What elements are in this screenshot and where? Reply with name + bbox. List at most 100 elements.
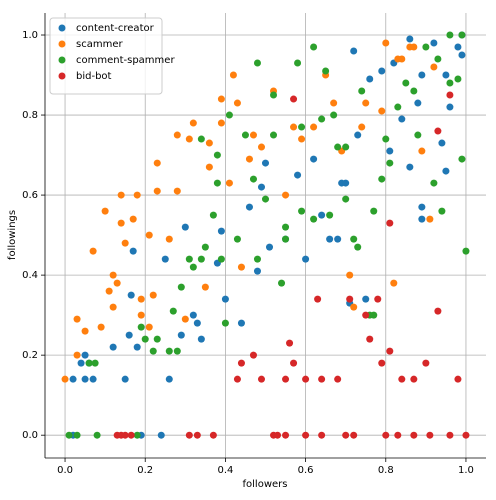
x-tick-label: 0.4 xyxy=(217,465,233,476)
y-tick-label: 0.8 xyxy=(22,110,38,121)
point xyxy=(282,223,290,231)
point xyxy=(274,431,282,439)
point xyxy=(201,283,209,291)
point xyxy=(458,51,466,59)
point xyxy=(302,431,310,439)
point xyxy=(386,159,394,167)
point xyxy=(438,207,446,215)
point xyxy=(270,91,278,99)
point xyxy=(65,431,73,439)
point xyxy=(197,335,205,343)
point xyxy=(262,195,269,203)
point xyxy=(177,283,185,291)
point xyxy=(209,431,217,439)
point xyxy=(173,131,181,139)
point xyxy=(278,279,286,287)
point xyxy=(205,139,213,147)
point xyxy=(253,255,261,263)
point xyxy=(394,103,402,111)
point xyxy=(189,119,197,127)
point xyxy=(270,131,278,139)
point xyxy=(266,243,274,251)
point xyxy=(422,359,430,367)
x-axis-label: followers xyxy=(243,479,288,490)
point xyxy=(290,95,298,103)
point xyxy=(366,75,374,83)
point xyxy=(89,375,97,383)
x-tick-label: 1.0 xyxy=(458,465,474,476)
point xyxy=(350,303,358,311)
point xyxy=(454,43,462,51)
point xyxy=(81,375,89,383)
point xyxy=(334,143,342,151)
point xyxy=(302,375,310,383)
point xyxy=(109,271,117,279)
point xyxy=(91,359,99,367)
point xyxy=(458,31,466,39)
point xyxy=(153,187,161,195)
point xyxy=(418,71,426,79)
point xyxy=(137,311,145,319)
point xyxy=(398,55,406,63)
points xyxy=(61,31,470,439)
point xyxy=(233,235,241,243)
point xyxy=(350,235,358,243)
point xyxy=(145,323,153,331)
x-tick-label: 0.0 xyxy=(57,465,73,476)
point xyxy=(310,43,318,51)
point xyxy=(406,35,414,43)
point xyxy=(262,159,269,167)
point xyxy=(229,71,237,79)
point xyxy=(378,67,386,75)
point xyxy=(127,291,135,299)
point xyxy=(290,359,298,367)
point xyxy=(81,351,89,359)
point xyxy=(386,347,394,355)
point xyxy=(245,155,253,163)
point xyxy=(342,195,350,203)
point xyxy=(462,247,470,255)
point xyxy=(193,431,201,439)
point xyxy=(458,155,466,163)
point xyxy=(430,179,438,187)
point xyxy=(117,219,125,227)
point xyxy=(282,431,290,439)
point xyxy=(245,203,253,211)
point xyxy=(362,99,370,107)
point xyxy=(217,95,225,103)
point xyxy=(145,231,153,239)
point xyxy=(430,63,438,71)
point xyxy=(378,107,386,115)
point xyxy=(121,375,129,383)
point xyxy=(141,335,149,343)
point xyxy=(153,159,161,167)
point xyxy=(378,359,386,367)
point xyxy=(237,319,245,327)
point xyxy=(422,43,430,51)
legend-label: content-creator xyxy=(76,23,155,34)
point xyxy=(350,47,358,55)
point xyxy=(81,327,89,335)
point xyxy=(446,103,454,111)
point xyxy=(386,219,394,227)
point xyxy=(185,431,193,439)
point xyxy=(426,431,434,439)
point xyxy=(181,315,189,323)
point xyxy=(185,255,193,263)
point xyxy=(109,343,117,351)
point xyxy=(346,295,354,303)
point xyxy=(430,39,438,47)
point xyxy=(354,131,362,139)
point xyxy=(185,135,193,143)
point xyxy=(454,375,462,383)
point xyxy=(73,431,81,439)
point xyxy=(358,87,366,95)
point xyxy=(298,123,306,131)
point xyxy=(241,131,249,139)
point xyxy=(446,31,454,39)
point xyxy=(310,155,318,163)
point xyxy=(286,339,294,347)
point xyxy=(213,151,221,159)
point xyxy=(410,375,418,383)
